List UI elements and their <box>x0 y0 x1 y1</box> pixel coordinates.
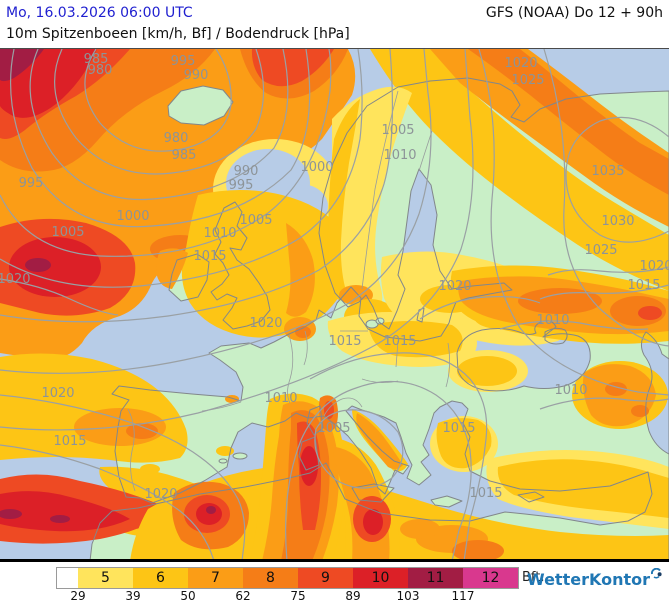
isobar-label: 1020 <box>249 316 282 331</box>
isobar-label: 990 <box>184 68 209 83</box>
wetterkontor-logo[interactable]: WetterKontor <box>527 567 662 589</box>
isobar-label: 1020 <box>438 279 471 294</box>
isobar-label: 995 <box>229 178 254 193</box>
legend-bft-value: 10 <box>371 570 390 586</box>
isobar-label: 1010 <box>264 391 297 406</box>
isobar-label: 990 <box>234 164 259 179</box>
header: Mo, 16.03.2026 06:00 UTC GFS (NOAA) Do 1… <box>0 0 669 49</box>
legend-kmh-value: 62 <box>235 589 251 603</box>
legend-bft-value: 11 <box>426 570 445 586</box>
isobar-label: 980 <box>164 131 189 146</box>
isobars <box>0 49 669 559</box>
isobar-label: 1005 <box>381 123 414 138</box>
isobar-label: 1005 <box>51 225 84 240</box>
isobar-label: 1015 <box>627 278 660 293</box>
isobar-label: 1015 <box>328 334 361 349</box>
isobar-label: 1020 <box>144 487 177 502</box>
isobar-label: 1020 <box>0 272 31 287</box>
isobar-label: 1035 <box>591 164 624 179</box>
isobar-label: 1025 <box>511 73 544 88</box>
legend-kmh-value: 50 <box>180 589 196 603</box>
isobar-label: 1000 <box>116 209 149 224</box>
isobar-label: 995 <box>19 176 44 191</box>
country-borders <box>127 90 450 492</box>
legend-kmh-value: 75 <box>290 589 306 603</box>
legend-cell-bft-7: 7 50 <box>180 568 243 603</box>
small-islands <box>218 317 385 464</box>
weather-map-container: 985 980 995 990 980 985 995 1000 1005 990 995 1000 1… <box>0 49 669 562</box>
model-run-label: GFS (NOAA) Do 12 + 90h <box>485 5 663 21</box>
isobar-label: 995 <box>171 54 196 69</box>
isobar-label: 985 <box>84 52 109 67</box>
isobar-labels: 9859809959909809859951000100599099510001… <box>0 52 669 502</box>
isobar-label: 1010 <box>383 148 416 163</box>
legend-cell-bft-6: 6 39 <box>125 568 188 603</box>
map-datetime: Mo, 16.03.2026 06:00 UTC <box>6 5 193 21</box>
legend-kmh-value: 103 <box>396 589 420 603</box>
legend-cell-bft-10: 10 89 <box>345 568 408 603</box>
isobar-label: 980 <box>88 63 113 78</box>
wetterkontor-globe-icon <box>650 564 662 583</box>
legend-footer: 5 29 6 39 7 50 8 62 9 75 10 89 11 103 12 117 Bft. Wette… <box>0 562 669 603</box>
wetterkontor-logo-text: WetterKontor <box>527 570 650 589</box>
legend-cell-bft-8: 8 62 <box>235 568 298 603</box>
legend-bft-value: 8 <box>266 570 275 586</box>
legend-bft-value: 12 <box>481 570 500 586</box>
weather-map: 9859809959909809859951000100599099510001… <box>0 49 669 559</box>
isobar-label: 1015 <box>193 249 226 264</box>
isobar-label: 1010 <box>554 383 587 398</box>
legend-bft-value: 5 <box>101 570 110 586</box>
isobar-label: 985 <box>172 148 197 163</box>
legend-cell-bft-11: 11 103 <box>397 568 463 603</box>
legend-bft-value: 9 <box>321 570 330 586</box>
isobar-label: 1015 <box>383 334 416 349</box>
isobar-label: 1015 <box>442 421 475 436</box>
legend-kmh-value: 117 <box>451 589 475 603</box>
isobar-label: 1000 <box>300 160 333 175</box>
legend-cell-bft-12: 12 117 <box>452 568 518 603</box>
isobar-label: 1015 <box>53 434 86 449</box>
legend-kmh-value: 29 <box>70 589 86 603</box>
isobar-label: 1005 <box>317 421 350 436</box>
isobar-label: 1030 <box>601 214 634 229</box>
wind-scale-legend: 5 29 6 39 7 50 8 62 9 75 10 89 11 103 12 117 <box>56 567 519 603</box>
legend-cell-calm <box>57 568 78 588</box>
legend-bft-value: 6 <box>156 570 165 586</box>
isobar-label: 1005 <box>239 213 272 228</box>
bft-unit-label: Bft. <box>522 570 545 585</box>
isobar-label: 1010 <box>203 226 236 241</box>
legend-bft-value: 7 <box>211 570 220 586</box>
legend-cell-bft-5: 5 29 <box>70 568 133 603</box>
isobar-label: 1010 <box>536 313 569 328</box>
isobar-label: 1020 <box>41 386 74 401</box>
map-parameter-title: 10m Spitzenboeen [km/h, Bf] / Bodendruck… <box>6 26 350 42</box>
legend-cell-bft-9: 9 75 <box>290 568 353 603</box>
isobar-label: 1025 <box>584 243 617 258</box>
isobar-label: 1020 <box>504 56 537 71</box>
legend-kmh-value: 39 <box>125 589 141 603</box>
legend-kmh-value: 89 <box>345 589 361 603</box>
isobar-label: 1020 <box>639 259 669 274</box>
isobar-label: 1015 <box>469 486 502 501</box>
